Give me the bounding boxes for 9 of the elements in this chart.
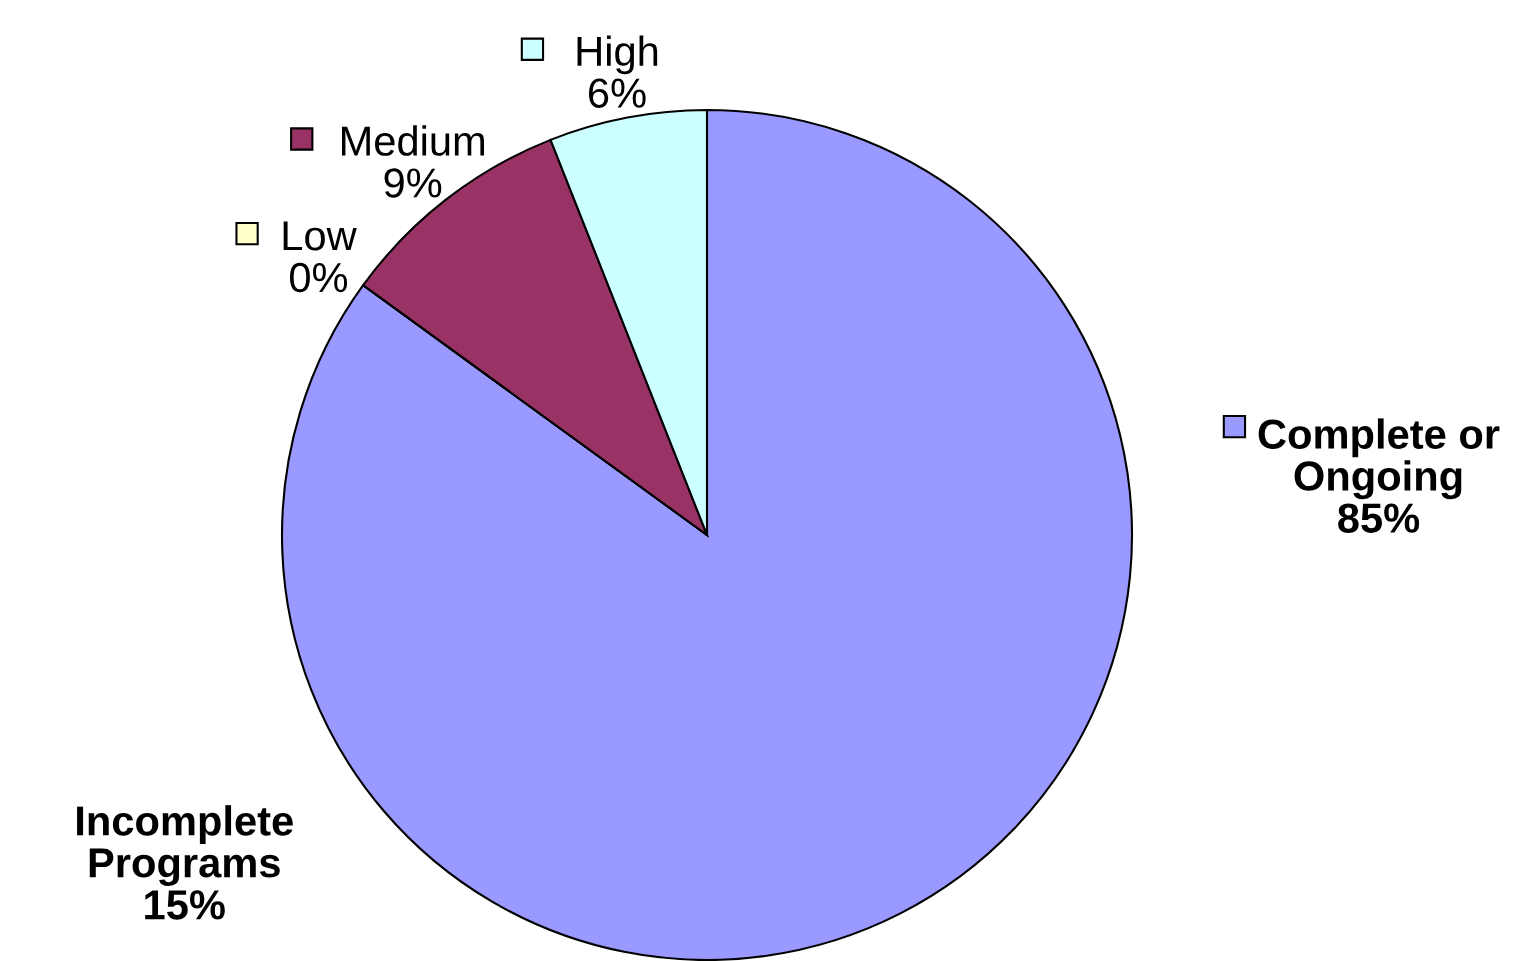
data-label: 9% [384, 168, 442, 198]
legend-label: Medium [341, 125, 484, 156]
legend-label: Low [283, 221, 357, 251]
legend-label: High [577, 35, 658, 75]
text: 0% [289, 262, 348, 293]
legend-label: Complete or Ongoing [1258, 418, 1500, 500]
text: Incomplete Programs 15% [77, 805, 293, 920]
data-label: 85% [1338, 503, 1420, 533]
data-label: 6% [589, 78, 646, 108]
